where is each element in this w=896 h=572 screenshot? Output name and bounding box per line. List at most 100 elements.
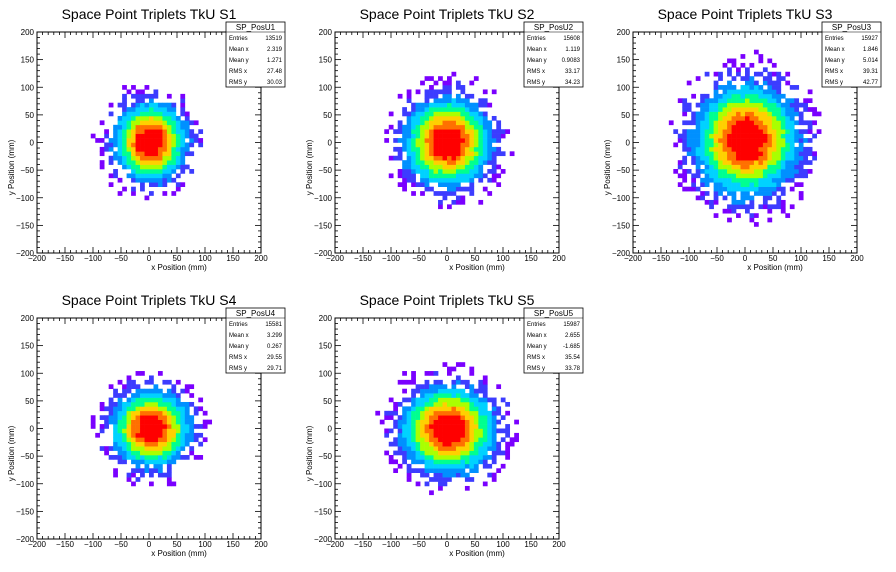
heatmap-cell (442, 102, 448, 108)
histogram-s3: Space Point Triplets TkU S3 −200 −150 −100… (603, 6, 882, 272)
heatmap-cell (771, 173, 777, 179)
heatmap-cell (126, 173, 132, 179)
heatmap-cell (126, 410, 132, 416)
heatmap-cell (424, 89, 430, 95)
heatmap-cell (131, 441, 136, 447)
heatmap-cell (442, 415, 448, 420)
heatmap-cell (193, 410, 199, 416)
heatmap-cell (700, 120, 705, 126)
stats-value: 15608 (563, 36, 580, 42)
heatmap-cell (140, 138, 145, 143)
heatmap-cell (447, 138, 452, 143)
heatmap-cell (451, 169, 457, 174)
heatmap-cell (162, 397, 168, 403)
heatmap-cell (388, 111, 394, 117)
heatmap-cell (442, 459, 448, 465)
heatmap-cell (149, 102, 154, 108)
heatmap-cell (794, 164, 800, 170)
heatmap-cell (411, 151, 416, 157)
heatmap-cell (411, 129, 416, 134)
heatmap-cell (193, 133, 199, 139)
stats-value: 1.846 (863, 47, 879, 53)
heatmap-cell (135, 397, 141, 403)
heatmap-cell (776, 151, 782, 157)
heatmap-cell (776, 120, 782, 126)
heatmap-cell (455, 115, 461, 121)
stats-value: 33.17 (565, 69, 581, 75)
heatmap-cell (491, 419, 497, 425)
heatmap-cell (469, 410, 475, 416)
heatmap-cell (455, 428, 461, 434)
heatmap-cell (153, 406, 159, 412)
heatmap-cell (798, 102, 804, 108)
heatmap-cell (758, 151, 764, 157)
heatmap-cell (162, 191, 168, 196)
heatmap-cell (420, 169, 425, 174)
heatmap-cell (727, 111, 732, 117)
heatmap-cell (736, 67, 741, 73)
y-tick-label: 100 (617, 83, 631, 92)
x-tick-label: 0 (743, 254, 748, 263)
heatmap-cell (149, 424, 154, 429)
heatmap-cell (122, 120, 127, 126)
heatmap-cell (460, 362, 466, 367)
y-tick-label: −200 (16, 535, 35, 544)
heatmap-cell (131, 155, 136, 161)
heatmap-cell (171, 138, 177, 143)
heatmap-cell (500, 415, 506, 420)
heatmap-cell (794, 173, 800, 179)
heatmap-cell (424, 173, 430, 179)
heatmap-cell (727, 138, 732, 143)
heatmap-cell (175, 428, 181, 434)
heatmap-cell (447, 107, 452, 112)
heatmap-cell (393, 450, 399, 456)
heatmap-cell (144, 102, 150, 108)
heatmap-cell (140, 428, 145, 434)
stats-value: 29.55 (267, 355, 283, 361)
heatmap-cell (131, 428, 136, 434)
heatmap-cell (189, 151, 195, 157)
heatmap-cell (695, 160, 701, 165)
heatmap-cell (780, 115, 786, 121)
heatmap-cell (153, 124, 159, 130)
plot-title: Space Point Triplets TkU S3 (658, 6, 833, 22)
heatmap-cell (171, 415, 177, 420)
heatmap-cell (171, 155, 177, 161)
heatmap-cell (131, 102, 136, 108)
heatmap-cell (162, 115, 168, 121)
heatmap-cell (402, 446, 407, 451)
heatmap-cell (496, 410, 502, 416)
heatmap-cell (478, 432, 484, 438)
heatmap-cell (700, 177, 705, 183)
heatmap-cell (420, 472, 425, 478)
heatmap-cell (99, 151, 105, 157)
heatmap-cell (722, 120, 728, 126)
heatmap-cell (727, 169, 732, 174)
heatmap-cell (442, 85, 448, 90)
heatmap-cell (727, 71, 732, 77)
heatmap-cell (175, 379, 181, 385)
heatmap-cell (424, 76, 430, 81)
heatmap-cell (727, 204, 732, 210)
y-tick-label: −150 (612, 221, 631, 230)
heatmap-cell (762, 191, 768, 196)
heatmap-cell (460, 169, 466, 174)
heatmap-cell (415, 146, 421, 152)
heatmap-cell (189, 437, 195, 443)
heatmap-cell (451, 379, 457, 385)
heatmap-cell (473, 437, 479, 443)
heatmap-cell (731, 133, 737, 139)
heatmap-cell (496, 129, 502, 134)
heatmap-cell (762, 115, 768, 121)
heatmap-cell (433, 160, 439, 165)
heatmap-cell (745, 195, 750, 201)
heatmap-cell (677, 138, 683, 143)
heatmap-cell (131, 379, 136, 385)
heatmap-cell (175, 397, 181, 403)
heatmap-cell (718, 76, 723, 81)
heatmap-cell (473, 450, 479, 456)
heatmap-cell (131, 146, 136, 152)
heatmap-cell (438, 169, 443, 174)
heatmap-cell (704, 111, 710, 117)
heatmap-cell (691, 182, 697, 187)
